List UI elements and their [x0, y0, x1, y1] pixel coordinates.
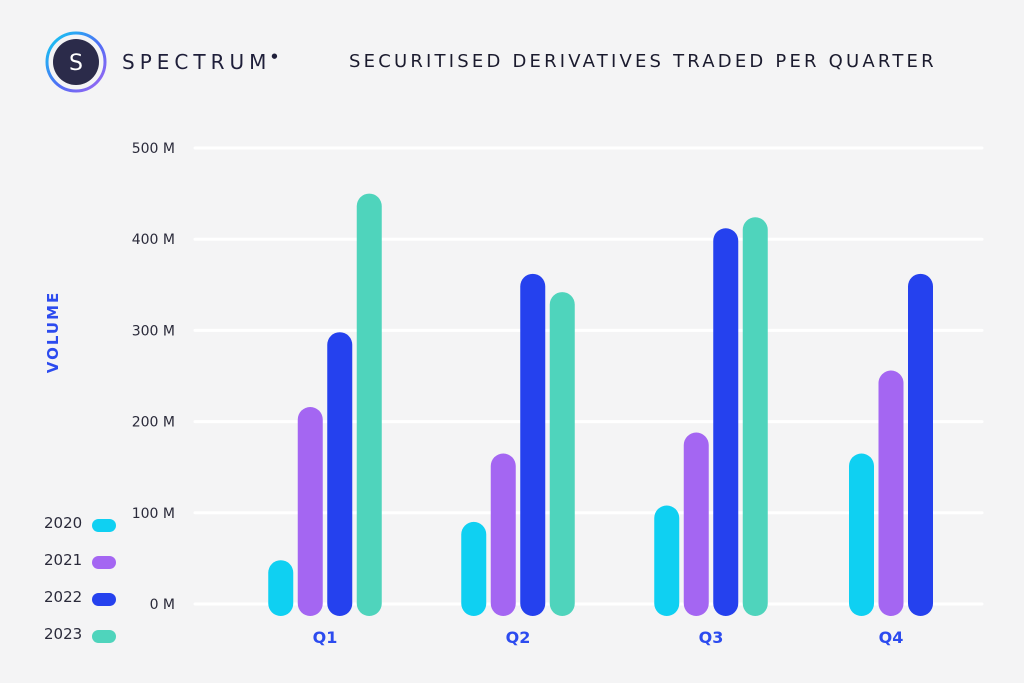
logo-letter: S — [69, 51, 83, 76]
brand-name: SPECTRUM● — [122, 50, 277, 74]
bar-q1-2023 — [356, 193, 382, 616]
bar-q1-2021 — [297, 407, 323, 616]
brand-name-text: SPECTRUM — [122, 50, 272, 74]
y-tick-label: 400 M — [132, 232, 175, 248]
bar-q3-2021 — [683, 432, 709, 616]
registered-mark: ● — [271, 52, 278, 60]
legend-label-2022: 2022 — [44, 588, 83, 606]
bar-q1-2020 — [268, 560, 294, 616]
bar-q4-2020 — [849, 453, 874, 616]
bar-q1-2022 — [327, 332, 353, 616]
legend-label-2021: 2021 — [44, 551, 83, 569]
y-tick-label: 500 M — [132, 141, 175, 157]
y-axis-label: VOLUME — [44, 291, 62, 373]
legend-swatch-2023 — [92, 630, 116, 643]
brand-logo: S — [44, 30, 108, 94]
legend-swatch-2021 — [92, 556, 116, 569]
x-tick-label-q4: Q4 — [879, 628, 904, 647]
bar-q3-2022 — [713, 228, 739, 617]
bar-q3-2023 — [742, 217, 768, 616]
bar-q2-2020 — [461, 521, 487, 616]
y-tick-label: 0 M — [150, 597, 175, 613]
chart-title: SECURITISED DERIVATIVES TRADED PER QUART… — [349, 51, 937, 72]
x-tick-label-q1: Q1 — [313, 628, 338, 647]
bar-q2-2023 — [549, 292, 575, 616]
bar-q2-2021 — [490, 453, 516, 616]
x-tick-label-q2: Q2 — [506, 628, 531, 647]
y-tick-label: 100 M — [132, 506, 175, 522]
legend: 2020 2021 2022 2023 — [40, 514, 140, 662]
y-tick-label: 300 M — [132, 323, 175, 339]
legend-label-2020: 2020 — [44, 514, 83, 532]
bar-q2-2022 — [520, 273, 546, 616]
bar-q3-2020 — [654, 505, 680, 616]
spectrum-logo-icon: S — [45, 31, 107, 93]
legend-swatch-2020 — [92, 519, 116, 532]
legend-item-2021: 2021 — [40, 551, 140, 588]
legend-swatch-2022 — [92, 593, 116, 606]
x-tick-label-q3: Q3 — [699, 628, 724, 647]
legend-item-2022: 2022 — [40, 588, 140, 625]
legend-item-2023: 2023 — [40, 625, 140, 662]
bar-q4-2022 — [908, 273, 933, 616]
bar-q4-2021 — [878, 370, 904, 616]
y-tick-label: 200 M — [132, 415, 175, 431]
legend-label-2023: 2023 — [44, 625, 83, 643]
legend-item-2020: 2020 — [40, 514, 140, 551]
